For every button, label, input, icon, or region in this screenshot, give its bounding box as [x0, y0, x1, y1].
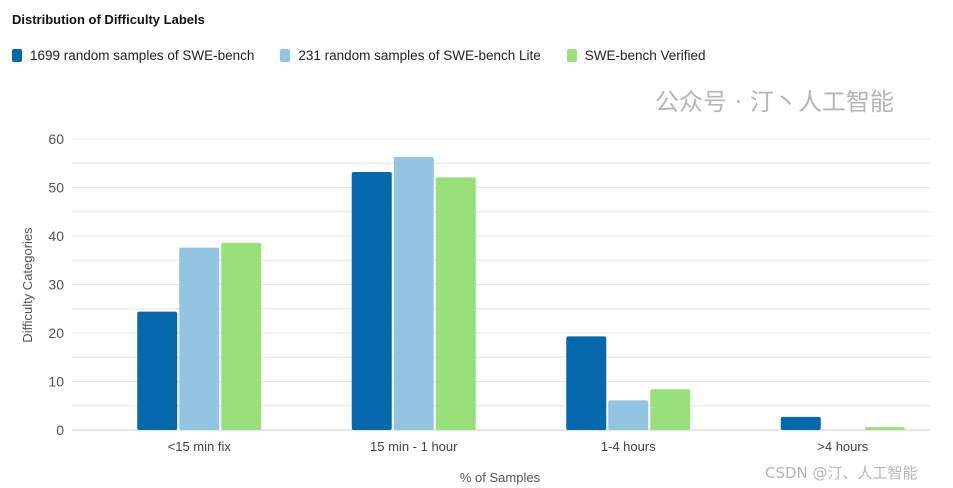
legend-item-swe-bench-lite[interactable]: 231 random samples of SWE-bench Lite [280, 48, 541, 63]
bar [608, 400, 649, 430]
x-tick-label: 1-4 hours [601, 439, 656, 454]
bar [864, 427, 905, 430]
legend-swatch [566, 49, 577, 62]
y-tick-label: 30 [48, 277, 64, 293]
watermark-line1: 公众号 · 汀丶人工智能 [655, 88, 894, 116]
legend-item-swe-bench[interactable]: 1699 random samples of SWE-bench [12, 48, 254, 63]
bar [351, 171, 392, 431]
bar [393, 156, 434, 430]
legend-label: SWE-bench Verified [584, 48, 706, 63]
bar [650, 389, 691, 430]
y-tick-label: 40 [48, 228, 64, 244]
x-tick-label: <15 min fix [168, 439, 232, 454]
bar [566, 336, 607, 430]
bar [137, 311, 178, 430]
bar [179, 247, 220, 430]
x-tick-label: 15 min - 1 hour [370, 439, 458, 454]
legend-label: 231 random samples of SWE-bench Lite [298, 48, 541, 63]
bar [780, 416, 821, 430]
y-tick-label: 10 [48, 374, 64, 390]
y-tick-label: 50 [48, 180, 64, 196]
x-axis-label: % of Samples [460, 470, 541, 485]
legend-item-swe-bench-verified[interactable]: SWE-bench Verified [566, 48, 706, 63]
legend-swatch [12, 49, 22, 62]
bar [221, 242, 262, 430]
x-tick-label: >4 hours [817, 439, 868, 454]
legend-label: 1699 random samples of SWE-bench [30, 48, 255, 63]
y-axis-label: Difficulty Categories [20, 227, 35, 343]
legend-swatch [280, 49, 291, 62]
legend: 1699 random samples of SWE-bench 231 ran… [12, 48, 706, 63]
y-tick-label: 60 [48, 131, 64, 147]
chart-title: Distribution of Difficulty Labels [12, 12, 205, 27]
watermark-line2: CSDN @汀、人工智能 [765, 464, 918, 482]
y-tick-label: 0 [56, 422, 64, 438]
bar [435, 177, 476, 430]
y-tick-label: 20 [48, 325, 64, 341]
